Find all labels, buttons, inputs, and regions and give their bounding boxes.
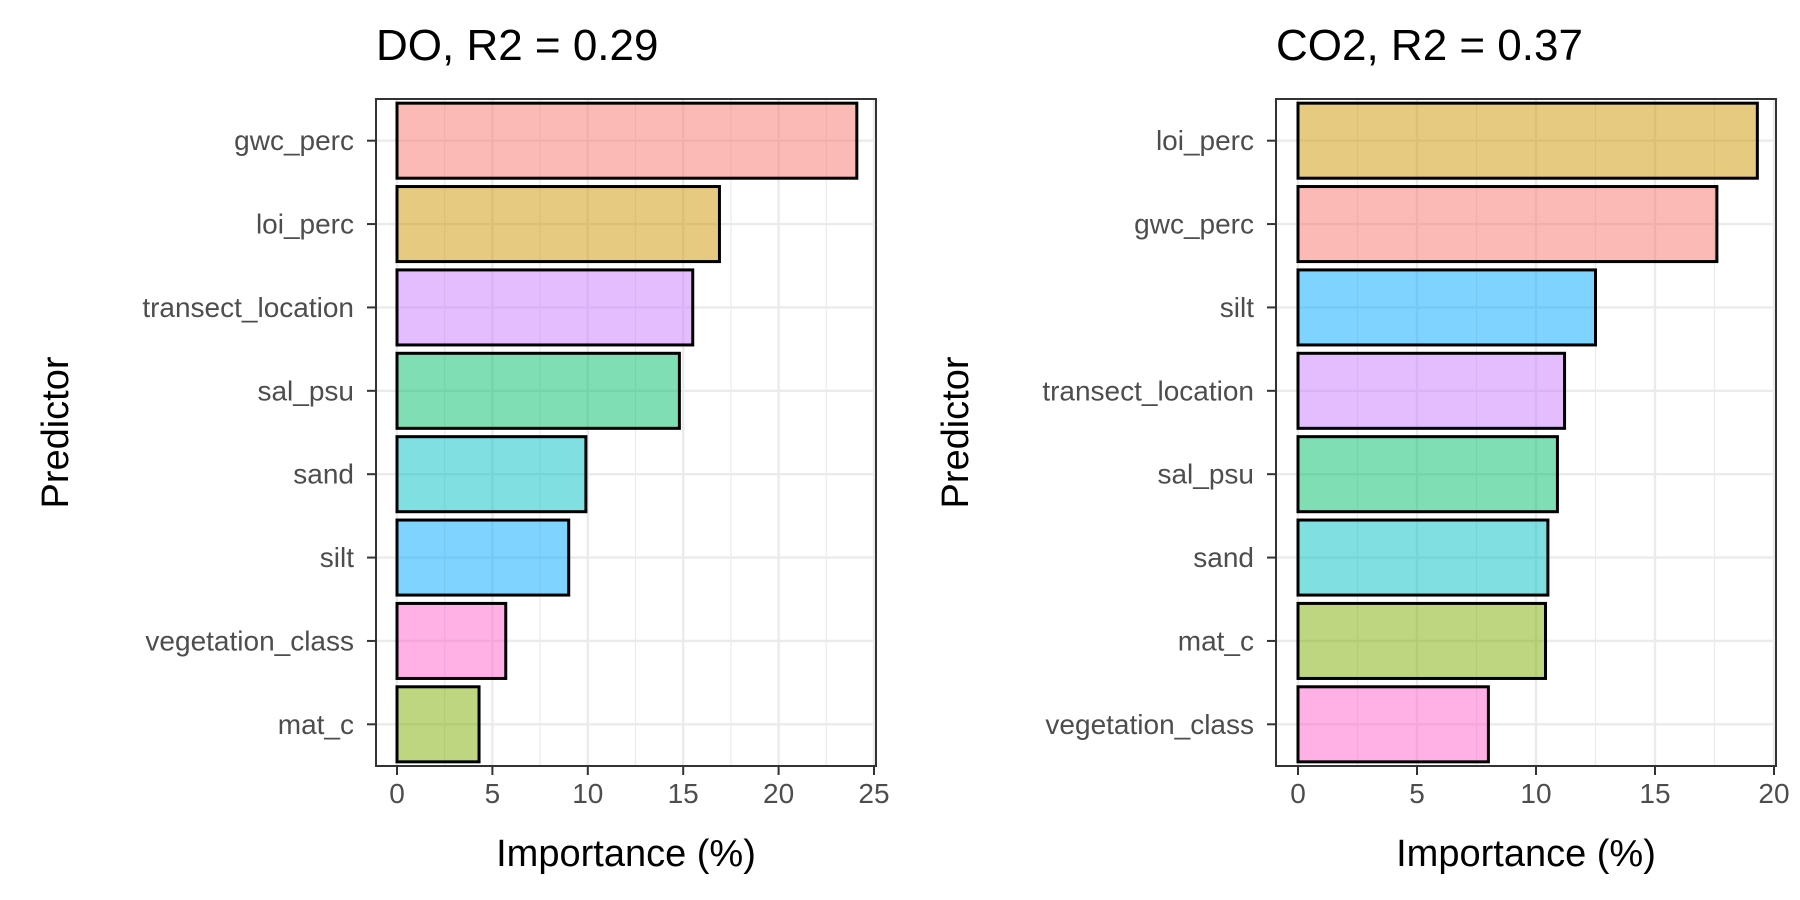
- panel-1-y-tick-label: loi_perc: [256, 209, 354, 240]
- panel-1-bar-mat-c: [395, 685, 481, 764]
- panel-1-bar-gwc-perc: [395, 101, 859, 180]
- panel-2-y-tick-label: mat_c: [1178, 625, 1254, 656]
- panel-1-x-axis-title: Importance (%): [496, 833, 756, 875]
- panel-1-y-tick-label: silt: [320, 542, 354, 573]
- panel-1-y-axis-title: Predictor: [35, 356, 77, 508]
- panel-2-x-axis-title: Importance (%): [1396, 833, 1656, 875]
- panel-1-x-tick-label: 0: [389, 778, 405, 809]
- panel-1-bar-loi-perc: [395, 185, 721, 264]
- panel-1-x-tick-label: 5: [485, 778, 501, 809]
- panel-1-x-tick-label: 20: [763, 778, 794, 809]
- panel-2-bar-mat-c: [1296, 601, 1548, 680]
- panel-2-x-tick-label: 10: [1520, 778, 1551, 809]
- panel-2-y-tick-label: loi_perc: [1156, 125, 1254, 156]
- panel-2-bar-gwc-perc: [1296, 185, 1719, 264]
- panel-1-title: DO, R2 = 0.29: [376, 21, 658, 70]
- panel-2-y-tick-label: transect_location: [1042, 375, 1254, 406]
- panel-2-x-tick-label: 20: [1758, 778, 1789, 809]
- panel-2-y-tick-label: gwc_perc: [1134, 209, 1254, 240]
- panel-1-y-tick-label: gwc_perc: [234, 125, 354, 156]
- panel-2-bar-sand: [1296, 518, 1550, 597]
- panel-2-bar-sal-psu: [1296, 435, 1559, 514]
- panel-1-y-tick-label: sand: [293, 459, 354, 490]
- panel-2-title: CO2, R2 = 0.37: [1276, 21, 1583, 70]
- panel-2-bar-vegetation-class: [1296, 685, 1490, 764]
- panel-1-y-tick-label: sal_psu: [257, 375, 354, 406]
- panel-2-y-tick-label: vegetation_class: [1045, 709, 1254, 740]
- panel-1-x-tick-label: 15: [668, 778, 699, 809]
- panel-2-x-tick-label: 15: [1639, 778, 1670, 809]
- panel-2-y-tick-label: silt: [1220, 292, 1254, 323]
- panel-2-y-tick-label: sal_psu: [1157, 459, 1254, 490]
- panel-1-y-tick-label: mat_c: [278, 709, 354, 740]
- panel-1-frame: [375, 98, 877, 767]
- panel-1-bar-sal-psu: [395, 351, 681, 430]
- panel-1-bar-silt: [395, 518, 571, 597]
- panel-1-x-tick-label: 25: [858, 778, 889, 809]
- panel-2-bar-silt: [1296, 268, 1597, 347]
- panel-1-bar-transect-location: [395, 268, 695, 347]
- panel-1-y-tick-label: transect_location: [142, 292, 354, 323]
- panel-1-bar-sand: [395, 435, 588, 514]
- panel-2-y-tick-label: sand: [1193, 542, 1254, 573]
- panel-2-frame: [1275, 98, 1777, 767]
- panel-1: gwc_perc loi_perc transect_location sal_psu…: [35, 21, 890, 875]
- panel-2-x-tick-label: 5: [1409, 778, 1425, 809]
- panel-2-bar-loi-perc: [1296, 101, 1759, 180]
- panel-2-y-axis-title: Predictor: [935, 356, 977, 508]
- panel-1-x-tick-label: 10: [572, 778, 603, 809]
- panel-2-bar-transect-location: [1296, 351, 1567, 430]
- panel-1-y-tick-label: vegetation_class: [145, 625, 354, 656]
- panel-1-bar-vegetation-class: [395, 601, 508, 680]
- panel-2-x-tick-label: 0: [1290, 778, 1306, 809]
